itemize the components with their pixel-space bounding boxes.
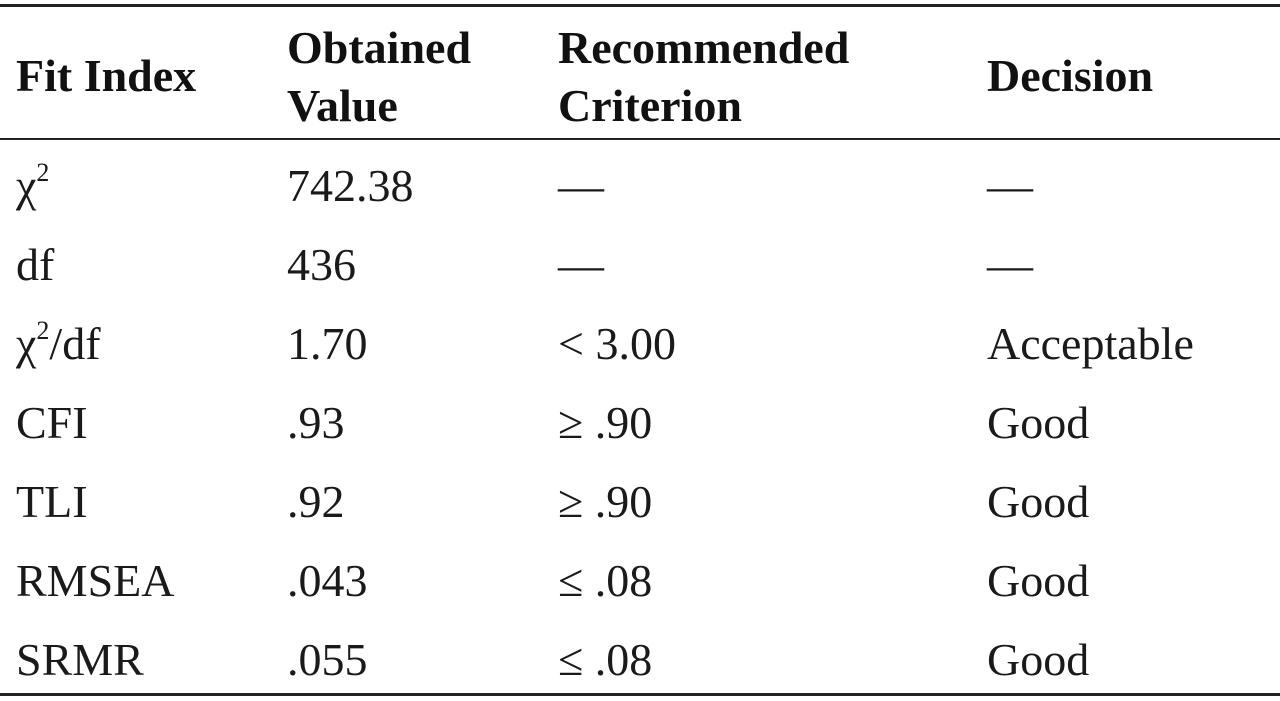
cell-obtained-value: 436 (287, 239, 356, 290)
table-header-rule (0, 138, 1280, 140)
cell-decision: Good (987, 476, 1090, 527)
table-row: CFI .93 ≥ .90 Good (0, 383, 1280, 462)
table-bottom-rule (0, 693, 1280, 696)
fit-index-base: χ (16, 318, 37, 369)
cell-recommended-criterion: — (558, 160, 604, 211)
header-recommended-criterion-line1: Recommended (558, 22, 850, 73)
table-row: TLI .92 ≥ .90 Good (0, 462, 1280, 541)
cell-obtained-value: 742.38 (287, 160, 414, 211)
header-recommended-criterion: Recommended Criterion (558, 19, 849, 135)
cell-decision: — (987, 160, 1033, 211)
cell-fit-index: df (16, 239, 54, 291)
fit-index-base: RMSEA (16, 555, 175, 606)
table-row: SRMR .055 ≤ .08 Good (0, 620, 1280, 699)
table-row: χ2 742.38 — — (0, 146, 1280, 225)
fit-index-base: SRMR (16, 634, 144, 685)
fit-index-base: CFI (16, 397, 88, 448)
header-obtained-value-line1: Obtained (287, 22, 472, 73)
cell-recommended-criterion: ≤ .08 (558, 555, 653, 606)
header-fit-index: Fit Index (16, 50, 197, 101)
cell-decision: Good (987, 634, 1090, 685)
fit-index-base: TLI (16, 476, 88, 527)
header-decision: Decision (987, 50, 1154, 101)
table-row: χ2/df 1.70 < 3.00 Acceptable (0, 304, 1280, 383)
cell-fit-index: TLI (16, 476, 88, 528)
cell-decision: Good (987, 397, 1090, 448)
cell-decision: — (987, 239, 1033, 290)
cell-obtained-value: 1.70 (287, 318, 368, 369)
table-row: RMSEA .043 ≤ .08 Good (0, 541, 1280, 620)
cell-fit-index: χ2/df (16, 315, 101, 370)
cell-recommended-criterion: ≥ .90 (558, 476, 653, 527)
cell-fit-index: RMSEA (16, 555, 174, 607)
header-obtained-value-line2: Value (287, 80, 398, 131)
cell-obtained-value: .055 (287, 634, 368, 685)
cell-obtained-value: .93 (287, 397, 345, 448)
fit-index-superscript: 2 (36, 315, 50, 345)
fit-index-tail: /df (49, 318, 101, 369)
cell-recommended-criterion: ≤ .08 (558, 634, 653, 685)
cell-recommended-criterion: — (558, 239, 604, 290)
header-obtained-value: Obtained Value (287, 19, 471, 135)
cell-decision: Acceptable (987, 318, 1194, 369)
header-recommended-criterion-line2: Criterion (558, 80, 742, 131)
cell-fit-index: SRMR (16, 634, 144, 686)
cell-fit-index: CFI (16, 397, 88, 449)
cell-recommended-criterion: < 3.00 (558, 318, 676, 369)
fit-index-base: df (16, 239, 55, 290)
fit-index-superscript: 2 (36, 157, 50, 187)
cell-decision: Good (987, 555, 1090, 606)
cell-obtained-value: .043 (287, 555, 368, 606)
cell-recommended-criterion: ≥ .90 (558, 397, 653, 448)
table-header-row: Fit Index Obtained Value Recommended Cri… (0, 7, 1280, 138)
cell-obtained-value: .92 (287, 476, 345, 527)
table-body: χ2 742.38 — — df 436 — — χ2/df 1.70 < 3.… (0, 146, 1280, 699)
fit-index-base: χ (16, 160, 37, 211)
cell-fit-index: χ2 (16, 157, 50, 212)
table-row: df 436 — — (0, 225, 1280, 304)
table-top-rule (0, 4, 1280, 7)
